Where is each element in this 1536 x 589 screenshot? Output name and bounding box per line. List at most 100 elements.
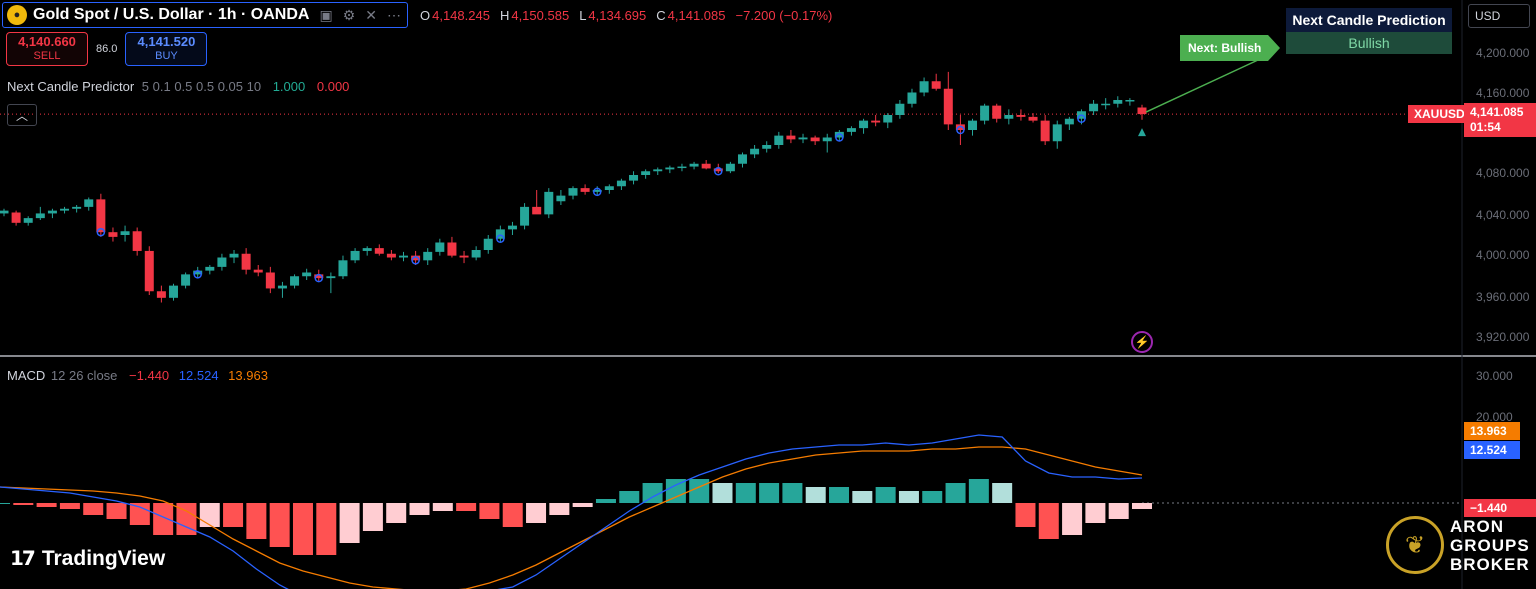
candle-body <box>265 272 275 289</box>
candle-body <box>193 270 203 275</box>
candle-body <box>423 251 433 261</box>
candle-body <box>629 175 639 181</box>
macd-histogram-bar <box>339 503 360 543</box>
chart-header: ● Gold Spot / U.S. Dollar · 1h · OANDA ▣… <box>0 0 832 30</box>
macd-histogram-bar <box>968 479 989 503</box>
symbol-selector[interactable]: ● Gold Spot / U.S. Dollar · 1h · OANDA ▣… <box>2 2 408 28</box>
macd-histogram-bar <box>665 479 686 503</box>
macd-histogram-bar <box>409 503 430 515</box>
macd-histogram-bar <box>549 503 570 515</box>
candle-body <box>1113 100 1123 104</box>
compare-icon[interactable]: ▣ <box>319 6 333 23</box>
settings-gear-icon[interactable]: ⚙ <box>342 6 356 23</box>
collapse-legend-button[interactable]: ︿ <box>7 104 37 126</box>
candle-body <box>883 115 893 123</box>
predictor-signal-marker <box>592 187 602 197</box>
macd-histogram-bar <box>1085 503 1106 523</box>
macd-histogram-bar <box>526 503 547 523</box>
macd-params: 12 26 close <box>50 368 118 383</box>
macd-histogram-bar <box>945 483 966 503</box>
currency-selector[interactable]: USD <box>1468 4 1530 28</box>
macd-histogram-bar <box>176 503 197 535</box>
candle-body <box>47 210 57 214</box>
macd-signal-value: 13.963 <box>228 368 268 383</box>
ohlc-change: −7.200 (−0.17%) <box>735 7 833 23</box>
candle-body <box>84 199 94 207</box>
tradingview-logo[interactable]: 𝟭𝟳 TradingView <box>10 546 165 571</box>
macd-histogram-bar <box>316 503 337 555</box>
macd-legend[interactable]: MACD 12 26 close −1.440 12.524 13.963 <box>7 368 268 383</box>
macd-histogram-bar <box>992 483 1013 503</box>
symbol-price-tag: XAUUSD <box>1408 105 1471 123</box>
candle-body <box>774 135 784 145</box>
candle-body <box>374 248 384 254</box>
macd-histogram-bar <box>502 503 523 527</box>
candle-body <box>253 269 263 273</box>
predictor-value-down: 0.000 <box>316 79 350 94</box>
candle-body <box>980 105 990 121</box>
macd-histogram-bar <box>83 503 104 515</box>
macd-histogram-bar <box>619 491 640 503</box>
candle-body <box>483 238 493 250</box>
macd-histogram-bar <box>199 503 220 527</box>
symbol-title: Gold Spot / U.S. Dollar · 1h · OANDA <box>33 6 310 23</box>
candle-body <box>72 206 82 209</box>
candle-body <box>277 285 287 289</box>
price-tick-4040: 4,040.000 <box>1476 208 1530 222</box>
candle-body <box>859 120 869 129</box>
candle-body <box>931 81 941 89</box>
candle-body <box>568 188 578 196</box>
macd-histogram-bar <box>1015 503 1036 527</box>
candle-body <box>60 208 70 211</box>
buy-button[interactable]: 4,141.520 BUY <box>125 32 208 66</box>
sell-button[interactable]: 4,140.660 SELL <box>6 32 88 66</box>
candle-body <box>992 105 1002 119</box>
candle-body <box>435 242 445 252</box>
candle-body <box>96 199 106 233</box>
candle-body <box>205 266 215 271</box>
macd-histogram-bar <box>223 503 244 527</box>
chevron-up-icon: ︿ <box>15 108 28 123</box>
candle-body <box>23 218 33 223</box>
candle-body <box>968 120 978 130</box>
lightning-icon[interactable]: ⚡ <box>1131 331 1153 353</box>
predictor-signal-marker <box>1077 114 1086 123</box>
macd-histogram-bar <box>689 479 710 503</box>
ohlc-high-key: H <box>499 7 510 23</box>
candle-body <box>665 167 675 170</box>
candle-body <box>919 81 929 93</box>
predictor-legend[interactable]: Next Candle Predictor 5 0.1 0.5 0.5 0.05… <box>7 79 349 94</box>
tradingview-wordmark: TradingView <box>41 546 166 570</box>
sell-label: SELL <box>33 50 61 62</box>
candle-body <box>592 190 602 192</box>
macd-histogram-bar <box>595 499 616 503</box>
macd-histogram-bar <box>153 503 174 535</box>
candle-body <box>241 253 251 270</box>
prediction-value: Bullish <box>1286 32 1452 54</box>
macd-histogram-bar <box>362 503 383 531</box>
aron-line3: BROKER <box>1450 554 1530 574</box>
aron-line1: ARON <box>1450 516 1505 536</box>
candle-body <box>350 250 360 261</box>
macd-name: MACD <box>7 368 46 383</box>
more-icon[interactable]: ⋯ <box>386 6 401 23</box>
candle-body <box>1125 100 1135 102</box>
candle-body <box>1028 116 1038 121</box>
macd-histogram-bar <box>269 503 290 547</box>
candle-body <box>532 206 542 215</box>
candle-body <box>1004 115 1014 119</box>
aron-groups-logo: ❦ ARON GROUPS BROKER <box>1386 516 1530 574</box>
sell-price: 4,140.660 <box>18 34 76 49</box>
macd-histogram-bar <box>805 487 826 503</box>
candle-body <box>35 213 45 219</box>
spread-value: 86.0 <box>96 43 118 55</box>
candle-body <box>750 148 760 155</box>
candle-body <box>1089 103 1099 112</box>
next-bullish-flag: Next: Bullish <box>1180 35 1280 61</box>
close-icon[interactable]: ✕ <box>365 6 377 23</box>
macd-histogram-bar <box>1108 503 1129 519</box>
predictor-params: 5 0.1 0.5 0.5 0.05 10 <box>141 79 262 94</box>
candle-body <box>580 188 590 192</box>
candle-body <box>810 137 820 142</box>
